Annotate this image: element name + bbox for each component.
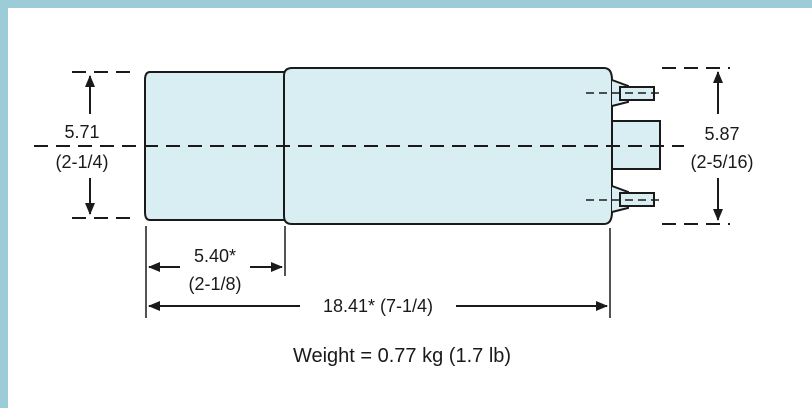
left-height-fraction: (2-1/4) bbox=[55, 152, 108, 172]
vertical-extension-lines bbox=[145, 226, 611, 318]
cap-length-fraction: (2-1/8) bbox=[188, 274, 241, 294]
right-height-fraction: (2-5/16) bbox=[690, 152, 753, 172]
pump-body bbox=[283, 67, 613, 225]
extension-lines bbox=[72, 67, 730, 225]
left-height-value: 5.71 bbox=[64, 122, 99, 142]
weight-label: Weight = 0.77 kg (1.7 lb) bbox=[293, 345, 511, 367]
right-height-value: 5.87 bbox=[704, 124, 739, 144]
overall-length-label: 18.41* (7-1/4) bbox=[323, 296, 433, 316]
cap-length-value: 5.40* bbox=[194, 246, 236, 266]
